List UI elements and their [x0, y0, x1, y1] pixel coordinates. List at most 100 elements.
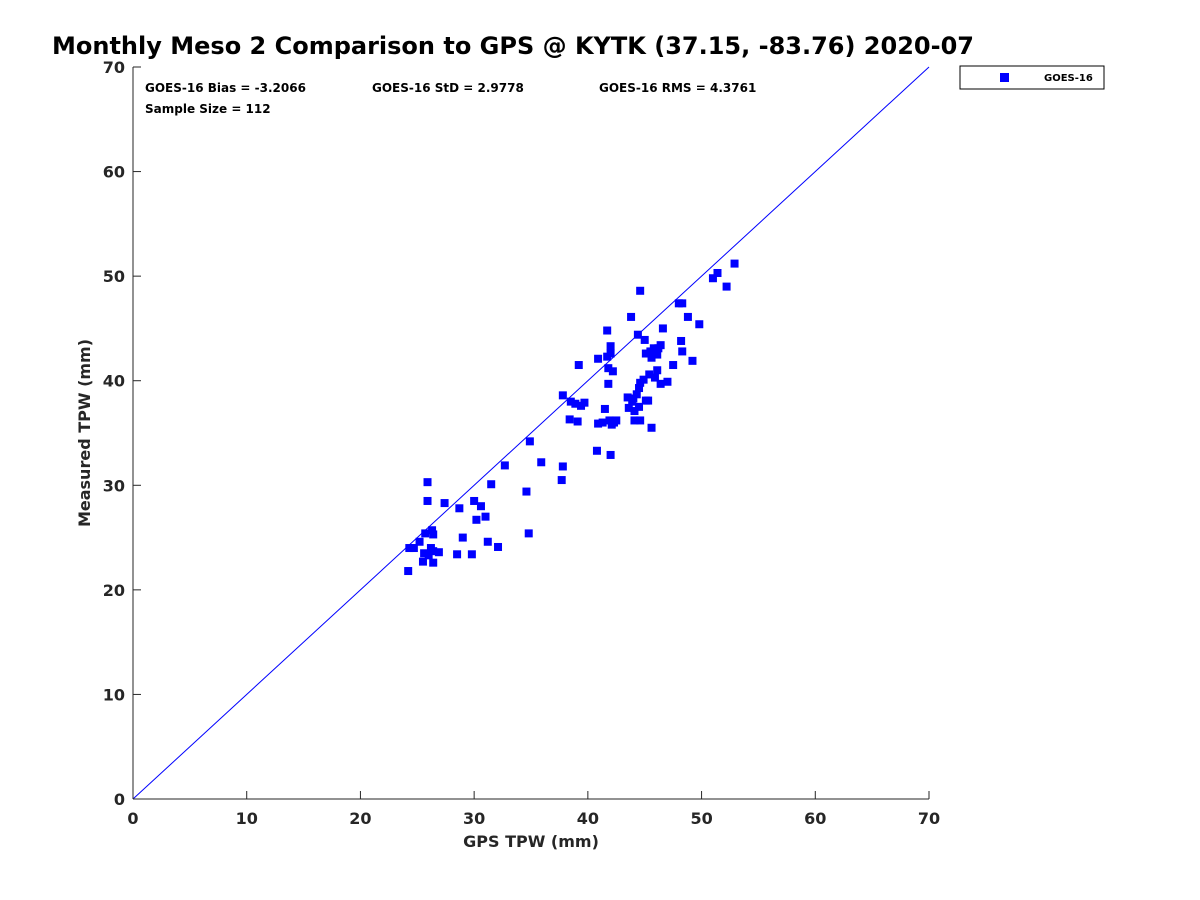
data-point — [565, 415, 574, 424]
data-point — [695, 320, 704, 329]
data-point — [669, 361, 678, 370]
y-tick-label: 20 — [103, 581, 125, 600]
legend: GOES-16 — [959, 65, 1105, 90]
data-point — [640, 335, 649, 344]
data-point — [683, 312, 692, 321]
data-point — [421, 529, 430, 538]
data-point — [722, 282, 731, 291]
bias-stat: GOES-16 Bias = -3.2066 — [145, 81, 306, 95]
data-point — [656, 341, 665, 350]
y-tick-label: 50 — [103, 267, 125, 286]
data-point — [606, 450, 615, 459]
data-point — [633, 330, 642, 339]
y-axis-label: Measured TPW (mm) — [75, 339, 94, 527]
data-point — [558, 391, 567, 400]
data-point — [624, 403, 633, 412]
legend-marker — [1000, 73, 1009, 82]
data-point — [573, 417, 582, 426]
one-to-one-line — [132, 66, 930, 800]
chart-title: Monthly Meso 2 Comparison to GPS @ KYTK … — [52, 32, 974, 60]
data-point — [653, 366, 662, 375]
data-point — [405, 544, 414, 553]
data-point — [487, 480, 496, 489]
data-point — [632, 390, 641, 399]
data-point — [455, 504, 464, 513]
data-point — [608, 367, 617, 376]
data-point — [604, 364, 613, 373]
data-point — [415, 537, 424, 546]
data-point — [404, 567, 413, 576]
rms-stat: GOES-16 RMS = 4.3761 — [599, 81, 756, 95]
data-point — [525, 437, 534, 446]
data-point — [574, 361, 583, 370]
data-point — [688, 356, 697, 365]
data-point — [420, 549, 429, 558]
data-point — [600, 404, 609, 413]
data-point — [524, 529, 533, 538]
data-point — [650, 373, 659, 382]
data-point — [730, 259, 739, 268]
data-point — [653, 350, 662, 359]
data-point — [647, 423, 656, 432]
data-point — [418, 557, 427, 566]
data-point — [612, 416, 621, 425]
data-point — [429, 547, 438, 556]
data-point — [604, 379, 613, 388]
data-point — [580, 398, 589, 407]
data-point — [522, 487, 531, 496]
x-tick-label: 60 — [804, 809, 826, 828]
data-point — [571, 399, 580, 408]
data-point — [472, 515, 481, 524]
y-tick-label: 10 — [103, 685, 125, 704]
data-point — [623, 393, 632, 402]
data-points-layer — [404, 259, 739, 576]
data-point — [429, 530, 438, 539]
data-point — [483, 537, 492, 546]
x-tick-label: 40 — [577, 809, 599, 828]
data-point — [647, 353, 656, 362]
data-point — [494, 542, 503, 551]
data-point — [658, 324, 667, 333]
data-point — [630, 416, 639, 425]
data-point — [708, 274, 717, 283]
reference-line-layer — [132, 66, 930, 800]
data-point — [409, 544, 418, 553]
data-point — [598, 418, 607, 427]
data-point — [636, 416, 645, 425]
std-stat: GOES-16 StD = 2.9778 — [372, 81, 524, 95]
data-point — [458, 533, 467, 542]
x-tick-label: 10 — [236, 809, 258, 828]
data-point — [678, 299, 687, 308]
legend-label: GOES-16 — [1044, 73, 1093, 84]
x-tick-label: 20 — [349, 809, 371, 828]
x-axis-label: GPS TPW (mm) — [463, 832, 599, 851]
data-point — [592, 446, 601, 455]
data-point — [537, 458, 546, 467]
data-point — [629, 394, 638, 403]
data-point — [606, 342, 615, 351]
data-point — [603, 326, 612, 335]
data-point — [627, 312, 636, 321]
data-point — [594, 419, 603, 428]
data-point — [434, 548, 443, 557]
legend-box — [959, 65, 1105, 90]
data-point — [557, 476, 566, 485]
data-point — [594, 354, 603, 363]
data-point — [649, 344, 658, 353]
data-point — [500, 461, 509, 470]
x-tick-label: 0 — [127, 809, 138, 828]
data-point — [481, 512, 490, 521]
data-point — [663, 377, 672, 386]
data-point — [440, 499, 449, 508]
data-point — [470, 496, 479, 505]
data-point — [630, 407, 639, 416]
data-point — [428, 526, 437, 535]
data-point — [644, 396, 653, 405]
data-point — [677, 336, 686, 345]
data-point — [656, 379, 665, 388]
data-point — [423, 496, 432, 505]
data-point — [713, 269, 722, 278]
data-point — [429, 558, 438, 567]
data-point — [645, 370, 654, 379]
y-tick-label: 70 — [103, 58, 125, 77]
